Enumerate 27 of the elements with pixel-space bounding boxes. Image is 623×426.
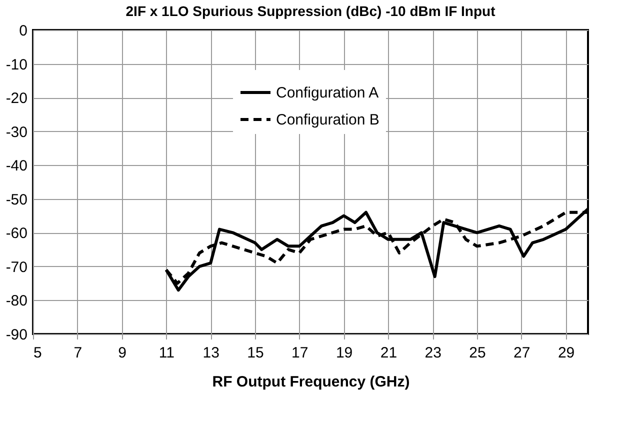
y-tick-label: -40 <box>6 158 28 175</box>
legend-label: Configuration A <box>276 84 379 102</box>
y-tick-label: -90 <box>6 326 28 344</box>
x-axis-title: RF Output Frequency (GHz) <box>212 374 410 390</box>
y-tick-label: -80 <box>6 292 28 310</box>
y-tick-label: -50 <box>6 191 28 208</box>
x-tick-label: 15 <box>247 344 264 362</box>
y-tick-label: -30 <box>6 124 28 141</box>
x-tick-label: 7 <box>74 344 82 362</box>
x-tick-label: 9 <box>118 344 126 362</box>
y-tick-label: -60 <box>6 225 28 242</box>
x-tick-label: 5 <box>34 344 42 362</box>
x-tick-label: 19 <box>336 344 353 362</box>
legend-label: Configuration B <box>276 112 380 128</box>
x-tick-label: 13 <box>202 344 220 362</box>
x-tick-label: 29 <box>558 344 575 362</box>
x-tick-label: 27 <box>514 344 530 362</box>
y-tick-label: -10 <box>6 56 28 74</box>
y-tick-label: -70 <box>6 258 28 276</box>
chart-title: 2IF x 1LO Spurious Suppression (dBc) -10 dBm IF Input <box>126 3 496 19</box>
x-tick-label: 25 <box>469 344 486 362</box>
x-tick-label: 21 <box>380 344 398 362</box>
y-tick-label: -20 <box>6 90 28 108</box>
y-tick-label: 0 <box>19 22 28 40</box>
x-tick-label: 23 <box>424 344 442 362</box>
x-tick-label: 17 <box>292 344 308 362</box>
x-tick-label: 11 <box>158 344 174 362</box>
